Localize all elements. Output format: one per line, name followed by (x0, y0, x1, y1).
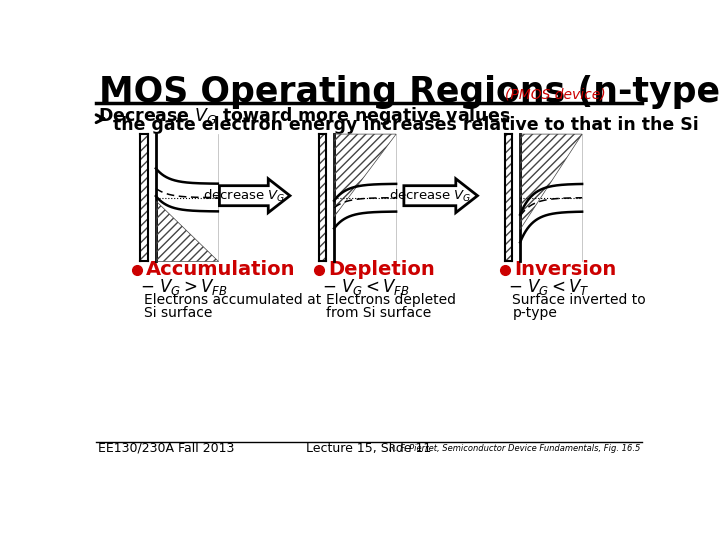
Text: Depletion: Depletion (328, 260, 435, 279)
Polygon shape (319, 134, 326, 261)
Text: p-type: p-type (513, 306, 557, 320)
Polygon shape (326, 134, 334, 261)
Text: EE130/230A Fall 2013: EE130/230A Fall 2013 (98, 442, 234, 455)
Polygon shape (140, 134, 148, 261)
Text: Inversion: Inversion (514, 260, 616, 279)
Polygon shape (156, 134, 218, 261)
Text: $-\ \mathit{V}_G > \mathit{V}_{FB}$: $-\ \mathit{V}_G > \mathit{V}_{FB}$ (140, 276, 228, 296)
Text: MOS Operating Regions (n-type Si): MOS Operating Regions (n-type Si) (99, 75, 720, 109)
Polygon shape (334, 134, 396, 261)
Text: R. F. Pierret, Semiconductor Device Fundamentals, Fig. 16.5: R. F. Pierret, Semiconductor Device Fund… (389, 444, 640, 453)
Text: Decrease $\mathit{V}_G$ toward more negative values: Decrease $\mathit{V}_G$ toward more nega… (98, 105, 510, 127)
Polygon shape (505, 134, 513, 261)
Polygon shape (513, 134, 520, 261)
Text: from Si surface: from Si surface (326, 306, 431, 320)
Text: (PMOS device): (PMOS device) (505, 88, 606, 102)
Text: decrease $\mathit{V}_G$: decrease $\mathit{V}_G$ (389, 187, 471, 204)
Polygon shape (520, 134, 582, 261)
Text: Lecture 15, Slide 11: Lecture 15, Slide 11 (307, 442, 431, 455)
Polygon shape (404, 179, 477, 213)
Text: Surface inverted to: Surface inverted to (513, 293, 646, 307)
Polygon shape (220, 179, 290, 213)
Text: $-\ \mathit{V}_G < \mathit{V}_{FB}$: $-\ \mathit{V}_G < \mathit{V}_{FB}$ (323, 276, 410, 296)
Text: Electrons accumulated at: Electrons accumulated at (144, 293, 322, 307)
Text: Si surface: Si surface (144, 306, 212, 320)
Text: decrease $\mathit{V}_G$: decrease $\mathit{V}_G$ (202, 187, 285, 204)
Text: Accumulation: Accumulation (145, 260, 295, 279)
Polygon shape (148, 134, 156, 261)
Text: the gate electron energy increases relative to that in the Si: the gate electron energy increases relat… (113, 117, 699, 134)
Text: $-\ \mathit{V}_G < \mathit{V}_T$: $-\ \mathit{V}_G < \mathit{V}_T$ (508, 276, 590, 296)
Text: Electrons depleted: Electrons depleted (326, 293, 456, 307)
